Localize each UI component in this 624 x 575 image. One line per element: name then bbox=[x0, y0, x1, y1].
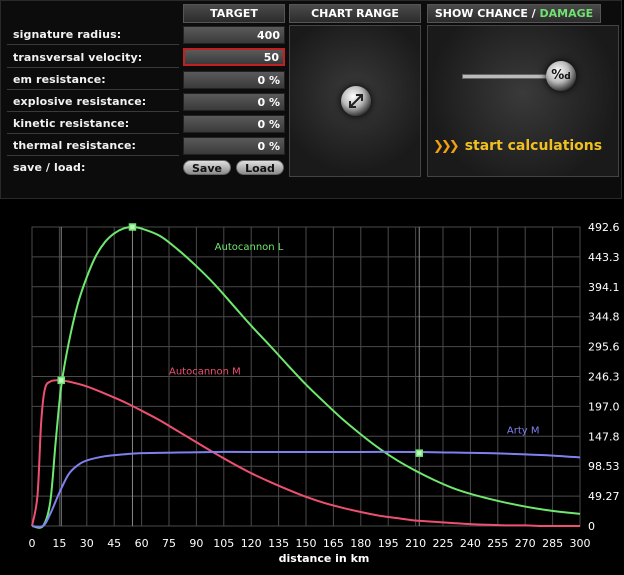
series-line-autocannon-l bbox=[31, 225, 581, 529]
x-tick-label: 300 bbox=[570, 537, 591, 550]
x-tick-label: 150 bbox=[296, 537, 317, 550]
x-tick-label: 45 bbox=[107, 537, 121, 550]
series-label: Autocannon M bbox=[169, 366, 241, 377]
x-tick-label: 195 bbox=[378, 537, 399, 550]
x-tick-label: 0 bbox=[29, 537, 36, 550]
start-calculations-button[interactable]: ❯❯❯ start calculations bbox=[433, 136, 613, 156]
em-resistance-label: em resistance: bbox=[13, 73, 106, 86]
thermal-resistance-input[interactable]: 0 % bbox=[183, 137, 285, 155]
kinetic-resistance-input[interactable]: 0 % bbox=[183, 115, 285, 133]
damage-label: DAMAGE bbox=[539, 7, 594, 20]
x-tick-label: 165 bbox=[323, 537, 344, 550]
y-tick-label: 98.53 bbox=[588, 460, 620, 473]
y-axis-ticks: 0 49.27 98.53 147.8 197.0 246.3 295.6 344.8 394.… bbox=[588, 221, 620, 533]
target-header: TARGET bbox=[183, 4, 285, 23]
resize-arrows-icon bbox=[349, 94, 363, 108]
signature-radius-input[interactable]: 400 bbox=[183, 26, 285, 44]
row-divider bbox=[7, 44, 179, 45]
start-calculations-label: start calculations bbox=[464, 138, 603, 154]
em-resistance-input[interactable]: 0 % bbox=[183, 71, 285, 89]
y-tick-label: 197.0 bbox=[588, 400, 620, 413]
series-label: Autocannon L bbox=[215, 242, 284, 253]
transversal-velocity-input[interactable]: 50 bbox=[183, 48, 285, 66]
load-button[interactable]: Load bbox=[236, 160, 284, 175]
y-tick-label: 295.6 bbox=[588, 341, 620, 354]
chart-markers bbox=[57, 223, 424, 457]
x-tick-label: 270 bbox=[515, 537, 536, 550]
damage-chart: 0 15 30 45 60 75 90 105 120 135 150 165 180 195 210 225… bbox=[0, 200, 624, 575]
show-chance-damage-header[interactable]: SHOW CHANCE / DAMAGE bbox=[427, 4, 601, 23]
x-tick-label: 60 bbox=[135, 537, 149, 550]
x-tick-label: 240 bbox=[460, 537, 481, 550]
explosive-resistance-label: explosive resistance: bbox=[13, 95, 147, 108]
save-load-label: save / load: bbox=[13, 161, 86, 174]
explosive-resistance-input[interactable]: 0 % bbox=[183, 93, 285, 111]
show-chance-damage-area: %d bbox=[427, 25, 619, 177]
series-line-arty-m bbox=[31, 450, 581, 528]
x-tick-label: 90 bbox=[189, 537, 203, 550]
x-tick-label: 255 bbox=[487, 537, 508, 550]
x-tick-label: 285 bbox=[542, 537, 563, 550]
chance-damage-toggle[interactable]: %d bbox=[546, 61, 576, 91]
x-tick-label: 30 bbox=[80, 537, 94, 550]
series-label: Arty M bbox=[507, 426, 540, 437]
chart-crosshairs bbox=[60, 227, 420, 526]
x-tick-label: 135 bbox=[268, 537, 289, 550]
x-axis-ticks: 0 15 30 45 60 75 90 105 120 135 150 165 180 195 210 225… bbox=[29, 537, 591, 550]
data-point-marker bbox=[57, 376, 65, 385]
chance-damage-slider[interactable] bbox=[462, 74, 554, 79]
signature-radius-label: signature radius: bbox=[13, 28, 122, 41]
chart-range-header: CHART RANGE bbox=[289, 4, 421, 23]
row-divider bbox=[7, 111, 179, 112]
chart-range-area[interactable] bbox=[289, 25, 421, 177]
row-divider bbox=[7, 133, 179, 134]
data-point-marker bbox=[415, 449, 424, 457]
x-tick-label: 210 bbox=[405, 537, 426, 550]
chevrons-icon: ❯❯❯ bbox=[433, 139, 460, 154]
y-tick-label: 443.3 bbox=[588, 251, 620, 264]
transversal-velocity-label: transversal velocity: bbox=[13, 51, 143, 64]
chart-range-knob[interactable] bbox=[341, 86, 371, 116]
y-tick-label: 147.8 bbox=[588, 430, 620, 443]
x-tick-label: 105 bbox=[213, 537, 234, 550]
y-tick-label: 246.3 bbox=[588, 371, 620, 384]
x-tick-label: 180 bbox=[350, 537, 371, 550]
thermal-resistance-label: thermal resistance: bbox=[13, 139, 137, 152]
damage-symbol: d bbox=[564, 72, 571, 82]
percent-symbol: % bbox=[551, 68, 565, 83]
data-point-marker bbox=[128, 223, 137, 231]
x-tick-label: 225 bbox=[433, 537, 454, 550]
kinetic-resistance-label: kinetic resistance: bbox=[13, 117, 130, 130]
chart-background bbox=[0, 200, 624, 575]
chart-grid bbox=[31, 226, 581, 527]
settings-panel: TARGET CHART RANGE SHOW CHANCE / DAMAGE … bbox=[0, 0, 622, 199]
x-tick-label: 120 bbox=[241, 537, 262, 550]
y-tick-label: 49.27 bbox=[588, 490, 620, 503]
x-axis-label: distance in km bbox=[279, 552, 370, 565]
y-tick-label: 344.8 bbox=[588, 311, 620, 324]
chart-labels: Autocannon L Autocannon M Arty M bbox=[169, 242, 540, 437]
y-tick-label: 394.1 bbox=[588, 281, 620, 294]
row-divider bbox=[7, 155, 179, 156]
save-button[interactable]: Save bbox=[183, 160, 231, 175]
row-divider bbox=[7, 67, 179, 68]
x-tick-label: 75 bbox=[162, 537, 176, 550]
show-chance-label: SHOW CHANCE / bbox=[434, 7, 536, 20]
y-tick-label: 0 bbox=[588, 520, 595, 533]
row-divider bbox=[7, 89, 179, 90]
x-tick-label: 15 bbox=[52, 537, 66, 550]
y-tick-label: 492.6 bbox=[588, 221, 620, 234]
